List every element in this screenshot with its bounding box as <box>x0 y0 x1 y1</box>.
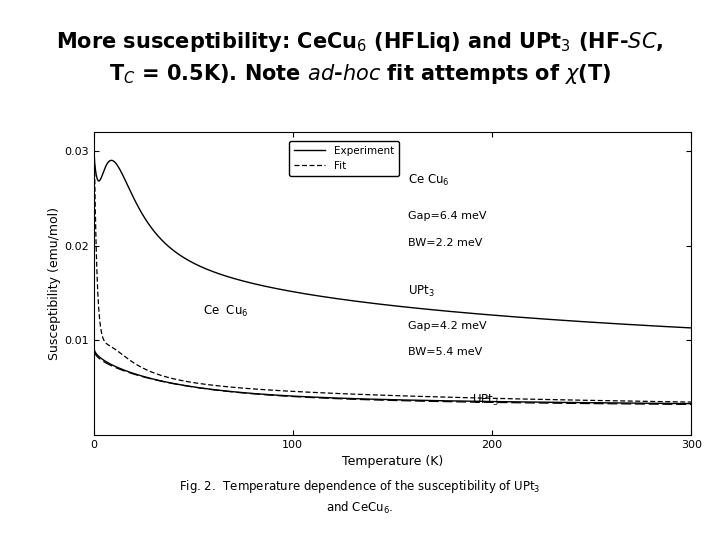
Text: and CeCu$_6$.: and CeCu$_6$. <box>326 500 394 516</box>
Text: T$_C$ = 0.5K). Note $\mathit{ad}$-$\mathit{hoc}$ fit attempts of $\chi$(T): T$_C$ = 0.5K). Note $\mathit{ad}$-$\math… <box>109 62 611 86</box>
Text: UPt$_3$: UPt$_3$ <box>472 393 499 408</box>
Text: UPt$_3$: UPt$_3$ <box>408 284 435 299</box>
Text: Gap=4.2 meV: Gap=4.2 meV <box>408 321 487 331</box>
Text: Fig. 2.  Temperature dependence of the susceptibility of UPt$_3$: Fig. 2. Temperature dependence of the su… <box>179 478 541 495</box>
X-axis label: Temperature (K): Temperature (K) <box>342 455 443 468</box>
Text: Gap=6.4 meV: Gap=6.4 meV <box>408 211 487 221</box>
Y-axis label: Susceptibility (emu/mol): Susceptibility (emu/mol) <box>48 207 61 360</box>
Legend: Experiment, Fit: Experiment, Fit <box>289 140 399 176</box>
Text: Ce  Cu$_6$: Ce Cu$_6$ <box>203 305 248 319</box>
Text: BW=2.2 meV: BW=2.2 meV <box>408 238 482 248</box>
Text: Ce Cu$_6$: Ce Cu$_6$ <box>408 173 450 188</box>
Text: BW=5.4 meV: BW=5.4 meV <box>408 347 482 357</box>
Text: More susceptibility: CeCu$_6$ (HFLiq) and UPt$_3$ (HF-$\mathit{SC}$,: More susceptibility: CeCu$_6$ (HFLiq) an… <box>56 30 664 53</box>
